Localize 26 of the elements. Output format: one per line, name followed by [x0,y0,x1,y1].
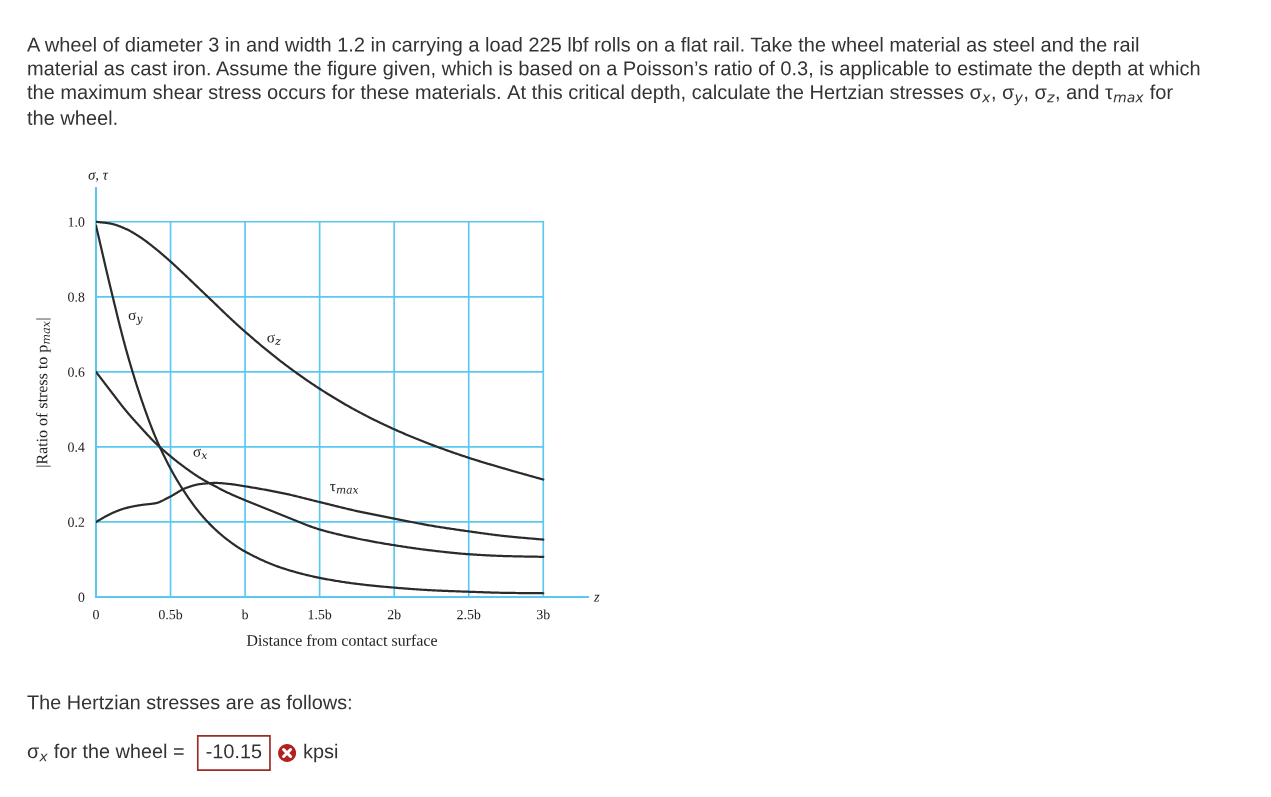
series-label: σ$_{x}$ [193,448,208,459]
x-tick-label: 1.5b [308,609,332,620]
text: The Hertzian stresses are as follows: [27,694,351,710]
chart-title: A wheel of diameter 3 in and width 1.2 in carrying a load 225 lbf rolls on a flat rail. Take the wheel material as steel and the rail material as cast iron. Assume the figure given, which is based on a Poisson’s ratio of 0.3, is applicable to estimate the depth at which the maximum shear stress occurs for these materials. At this critical depth, calculate the Hertzian stresses σ$_{x}$, σ$_{y}$, σ$_{z}$, and τ$_{max}$ for the wheel. [27,37,1200,126]
y-tick-label: 0.6 [68,367,85,377]
y-axis-title: |Ratio of stress to p$_{max}$| [36,318,51,467]
x-tick-label: b [241,609,249,620]
series-label: σ$_{z}$ [267,334,281,346]
text: -10.15 [206,744,262,759]
y-tick-label: 1.0 [68,217,85,227]
text: σ$_{x}$ for the wheel = [27,743,184,762]
text: σ, τ [88,171,109,182]
x-tick-label: 3b [536,609,550,620]
x-tick-label: 2.5b [457,609,481,620]
series-label: τ$_{max}$ [330,484,359,494]
y-tick-label: 0.4 [68,442,85,452]
y-tick-label: 0 [78,592,85,602]
y-tick-label: 0.2 [68,517,85,527]
x-axis-title: Distance from contact surface [246,634,438,646]
y-tick-label: 0.8 [68,292,85,302]
series-label: σ$_{y}$ [128,312,143,325]
x-tick-label: 0 [93,609,99,620]
text: z [593,594,600,602]
text: kpsi [304,743,338,763]
x-tick-label: 2b [387,609,401,620]
x-tick-label: 0.5b [158,609,183,620]
